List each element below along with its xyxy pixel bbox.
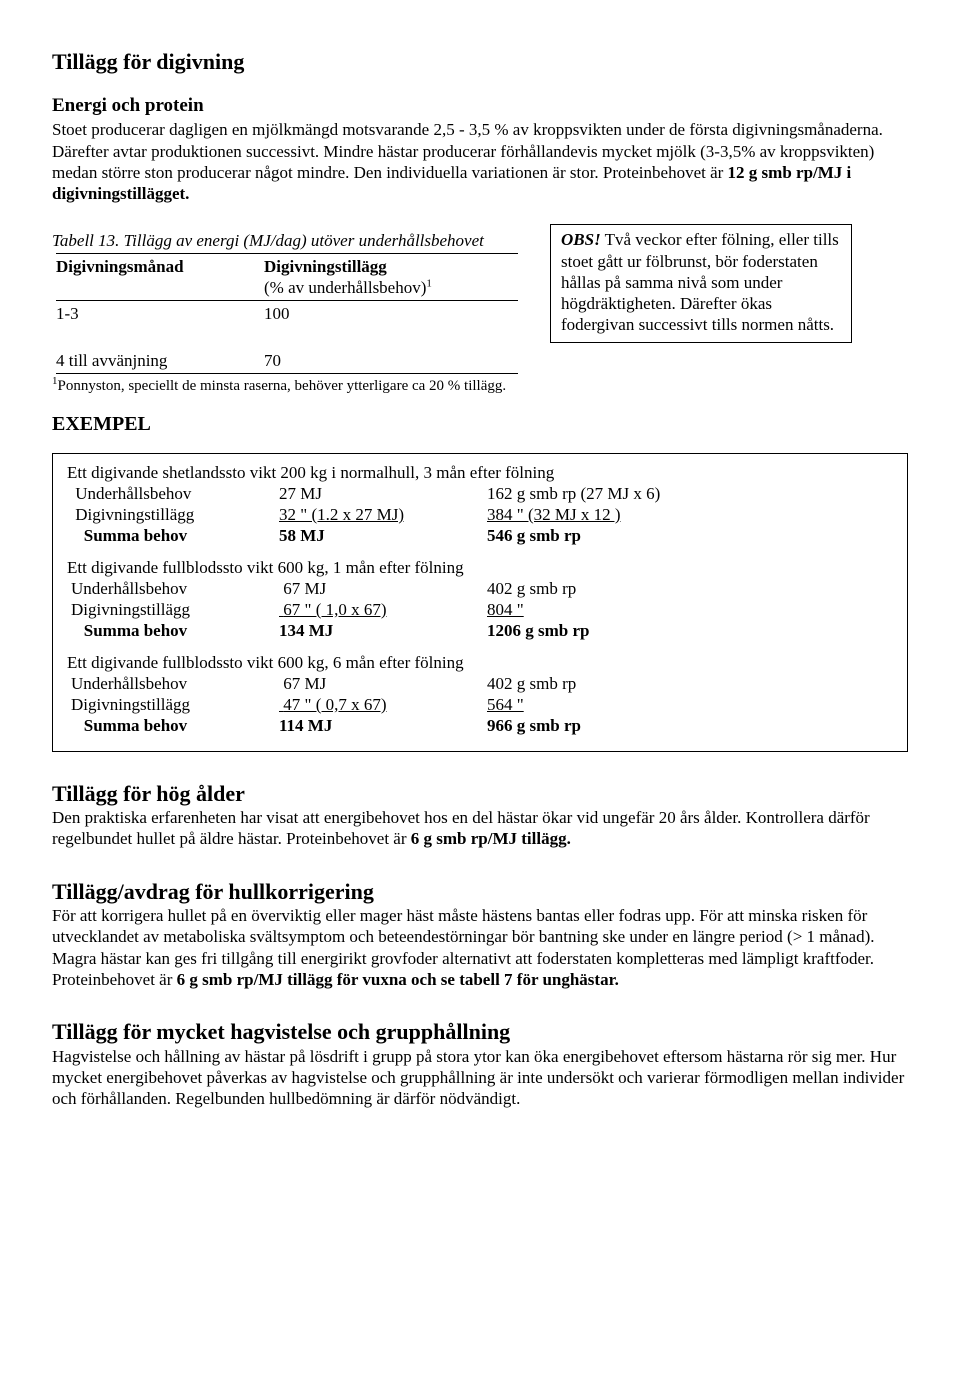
ex2-r2-c1: Digivningstillägg bbox=[67, 599, 275, 620]
intro-section: Energi och protein Stoet producerar dagl… bbox=[52, 94, 908, 205]
ex3-title: Ett digivande fullblodssto vikt 600 kg, … bbox=[67, 652, 893, 673]
section4-heading: Tillägg för mycket hagvistelse och grupp… bbox=[52, 1018, 908, 1046]
intro-paragraph: Stoet producerar dagligen en mjölkmängd … bbox=[52, 119, 908, 204]
ex1-r3-c3: 546 g smb rp bbox=[483, 525, 893, 546]
table-footnote: 1Ponnyston, speciellt de minsta raserna,… bbox=[52, 375, 522, 396]
table-row: Summa behov 134 MJ 1206 g smb rp bbox=[67, 620, 893, 641]
ex3-r2-c3: 564 " bbox=[483, 694, 893, 715]
table-col2-header: Digivningstillägg (% av underhållsbehov)… bbox=[260, 255, 522, 300]
ex3-r3-c3: 966 g smb rp bbox=[483, 715, 893, 736]
table-top-rule bbox=[56, 253, 518, 254]
exempel-heading: EXEMPEL bbox=[52, 412, 908, 437]
table-row: Digivningstillägg 47 " ( 0,7 x 67) 564 " bbox=[67, 694, 893, 715]
section4-paragraph: Hagvistelse och hållning av hästar på lö… bbox=[52, 1046, 908, 1110]
ex3-r3-c1: Summa behov bbox=[67, 715, 275, 736]
subheading-energy-protein: Energi och protein bbox=[52, 94, 908, 118]
ex3-r2-c2: 47 " ( 0,7 x 67) bbox=[275, 694, 483, 715]
table-row: Summa behov 114 MJ 966 g smb rp bbox=[67, 715, 893, 736]
sec3-text-b: 6 g smb rp/MJ tillägg för vuxna och se t… bbox=[177, 970, 619, 989]
ex3-r2-c1: Digivningstillägg bbox=[67, 694, 275, 715]
ex1-r1-c3: 162 g smb rp (27 MJ x 6) bbox=[483, 483, 893, 504]
ex3-r1-c2: 67 MJ bbox=[275, 673, 483, 694]
cell-text: 67 MJ bbox=[283, 674, 326, 693]
table-mid-rule bbox=[56, 300, 518, 301]
cell-text: 67 MJ bbox=[283, 579, 326, 598]
ex1-table: Underhållsbehov 27 MJ 162 g smb rp (27 M… bbox=[67, 483, 893, 547]
table-row: 4 till avvänjning 70 bbox=[52, 349, 522, 372]
table-and-obs-row: Tabell 13. Tillägg av energi (MJ/dag) ut… bbox=[52, 224, 908, 395]
section2-paragraph: Den praktiska erfarenheten har visat att… bbox=[52, 807, 908, 850]
obs-text: Två veckor efter fölning, eller tills st… bbox=[561, 230, 839, 334]
ex3-r1-c3: 402 g smb rp bbox=[483, 673, 893, 694]
example-block-3: Ett digivande fullblodssto vikt 600 kg, … bbox=[67, 652, 893, 737]
exempel-box: Ett digivande shetlandssto vikt 200 kg i… bbox=[52, 453, 908, 752]
row2-col1: 4 till avvänjning bbox=[52, 349, 260, 372]
footnote-text: Ponnyston, speciellt de minsta raserna, … bbox=[58, 378, 507, 394]
col2-header-sup: 1 bbox=[426, 277, 432, 289]
table-col1-header: Digivningsmånad bbox=[52, 255, 260, 300]
ex1-r2-c2: 32 " (1.2 x 27 MJ) bbox=[275, 504, 483, 525]
cell-text: 67 " ( 1,0 x 67) bbox=[283, 600, 386, 619]
row1-col1: 1-3 bbox=[52, 302, 260, 325]
digivning-table: Digivningsmånad Digivningstillägg (% av … bbox=[52, 252, 522, 375]
section3-heading: Tillägg/avdrag för hullkorrigering bbox=[52, 878, 908, 906]
cell-text: Digivningstillägg bbox=[75, 505, 194, 524]
table-row: Summa behov 58 MJ 546 g smb rp bbox=[67, 525, 893, 546]
cell-text: Underhållsbehov bbox=[75, 484, 191, 503]
table-header-row: Digivningsmånad Digivningstillägg (% av … bbox=[52, 255, 522, 300]
table-bottom-rule bbox=[56, 373, 518, 374]
ex1-r3-c1: Summa behov bbox=[67, 525, 275, 546]
ex1-r2-c1: Digivningstillägg bbox=[67, 504, 275, 525]
ex1-r3-c2: 58 MJ bbox=[275, 525, 483, 546]
ex2-r2-c3: 804 " bbox=[483, 599, 893, 620]
example-block-2: Ett digivande fullblodssto vikt 600 kg, … bbox=[67, 557, 893, 642]
ex1-r1-c1: Underhållsbehov bbox=[67, 483, 275, 504]
table-row: Underhållsbehov 67 MJ 402 g smb rp bbox=[67, 578, 893, 599]
ex2-r1-c2: 67 MJ bbox=[275, 578, 483, 599]
ex2-r1-c3: 402 g smb rp bbox=[483, 578, 893, 599]
ex2-r1-c1: Underhållsbehov bbox=[67, 578, 275, 599]
ex2-r3-c2: 134 MJ bbox=[275, 620, 483, 641]
section3-paragraph: För att korrigera hullet på en övervikti… bbox=[52, 905, 908, 990]
row2-col2: 70 bbox=[260, 349, 522, 372]
ex3-r3-c2: 114 MJ bbox=[275, 715, 483, 736]
table-block: Tabell 13. Tillägg av energi (MJ/dag) ut… bbox=[52, 230, 522, 395]
col1-header-text: Digivningsmånad bbox=[56, 257, 184, 276]
ex1-r2-c3: 384 " (32 MJ x 12 ) bbox=[483, 504, 893, 525]
cell-text: Summa behov bbox=[84, 526, 187, 545]
ex2-r3-c1: Summa behov bbox=[67, 620, 275, 641]
obs-box: OBS! Två veckor efter fölning, eller til… bbox=[550, 224, 852, 342]
col2-header-line1: Digivningstillägg bbox=[264, 257, 387, 276]
cell-text: Summa behov bbox=[84, 621, 187, 640]
sec2-text-b: 6 g smb rp/MJ tillägg. bbox=[411, 829, 571, 848]
ex3-table: Underhållsbehov 67 MJ 402 g smb rp Digiv… bbox=[67, 673, 893, 737]
cell-text: Summa behov bbox=[84, 716, 187, 735]
ex2-r3-c3: 1206 g smb rp bbox=[483, 620, 893, 641]
ex3-r1-c1: Underhållsbehov bbox=[67, 673, 275, 694]
ex2-title: Ett digivande fullblodssto vikt 600 kg, … bbox=[67, 557, 893, 578]
table-row: Underhållsbehov 67 MJ 402 g smb rp bbox=[67, 673, 893, 694]
table-row: 1-3 100 bbox=[52, 302, 522, 325]
page-title: Tillägg för digivning bbox=[52, 48, 908, 76]
table-caption: Tabell 13. Tillägg av energi (MJ/dag) ut… bbox=[52, 230, 522, 251]
col2-header-line2: (% av underhållsbehov) bbox=[264, 278, 426, 297]
obs-label: OBS! bbox=[561, 230, 601, 249]
example-block-1: Ett digivande shetlandssto vikt 200 kg i… bbox=[67, 462, 893, 547]
section2-heading: Tillägg för hög ålder bbox=[52, 780, 908, 808]
ex1-title: Ett digivande shetlandssto vikt 200 kg i… bbox=[67, 462, 893, 483]
ex2-r2-c2: 67 " ( 1,0 x 67) bbox=[275, 599, 483, 620]
table-row: Underhållsbehov 27 MJ 162 g smb rp (27 M… bbox=[67, 483, 893, 504]
table-row: Digivningstillägg 67 " ( 1,0 x 67) 804 " bbox=[67, 599, 893, 620]
table-row: Digivningstillägg 32 " (1.2 x 27 MJ) 384… bbox=[67, 504, 893, 525]
ex2-table: Underhållsbehov 67 MJ 402 g smb rp Digiv… bbox=[67, 578, 893, 642]
ex1-r1-c2: 27 MJ bbox=[275, 483, 483, 504]
table-row-spacer bbox=[52, 325, 522, 348]
cell-text: 47 " ( 0,7 x 67) bbox=[283, 695, 386, 714]
row1-col2: 100 bbox=[260, 302, 522, 325]
